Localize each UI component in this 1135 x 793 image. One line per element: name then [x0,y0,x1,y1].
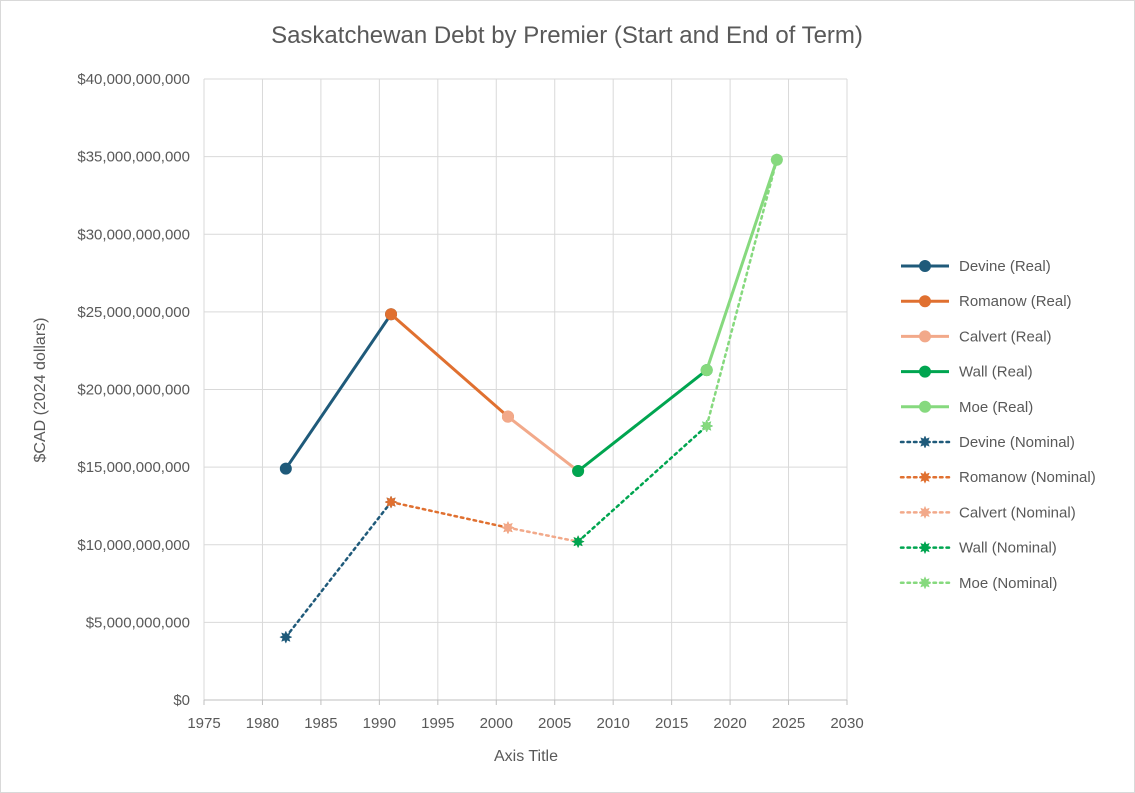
x-tick-label: 2000 [480,715,513,732]
series-layer [279,153,784,644]
chart-title: Saskatchewan Debt by Premier (Start and … [271,22,863,49]
legend-entry: Calvert (Real) [901,328,1052,345]
y-tick-label: $25,000,000,000 [77,304,190,321]
legend-entry: Romanow (Real) [901,293,1072,310]
series-romanow-nominal [384,495,515,535]
legend-entry: Devine (Nominal) [899,434,1075,451]
series-romanow-real [385,308,514,423]
legend-label: Romanow (Real) [959,293,1072,310]
legend-marker [918,540,932,555]
series-wall-real [572,364,713,478]
series-line [389,500,510,529]
legend-label: Romanow (Nominal) [959,469,1096,486]
y-tick-label: $40,000,000,000 [77,71,190,88]
data-point [385,308,398,321]
y-tick-label: $30,000,000,000 [77,226,190,243]
series-wall-nominal [571,419,714,549]
y-tick-label: $0 [173,692,190,709]
legend-entry: Calvert (Nominal) [899,504,1076,521]
x-tick-label: 1980 [246,715,279,732]
legend-marker [919,260,931,272]
series-line [577,368,708,473]
legend-label: Wall (Nominal) [959,540,1057,557]
legend-entry: Devine (Real) [901,258,1051,275]
legend-marker [918,576,932,590]
data-point [700,419,714,433]
legend-marker [919,365,931,378]
legend-label: Moe (Real) [959,399,1033,416]
legend-entry: Wall (Nominal) [899,540,1057,557]
data-point [572,465,585,478]
data-point [770,153,784,167]
x-tick-label: 2030 [830,715,863,732]
legend-marker [918,470,932,484]
legend-label: Calvert (Nominal) [959,504,1076,521]
y-axis-label: $CAD (2024 dollars) [32,318,49,463]
x-tick-label: 2015 [655,715,688,732]
legend-marker [919,295,931,308]
y-axis-ticks: $0 $5,000,000,000 $10,000,000,000 $15,000,0… [77,71,190,709]
legend-entry: Romanow (Nominal) [899,469,1096,486]
legend-entry: Moe (Nominal) [899,575,1057,592]
data-point [279,462,292,475]
data-point [700,364,713,377]
x-tick-label: 1975 [187,715,220,732]
legend-label: Wall (Real) [959,364,1033,381]
legend-label: Devine (Nominal) [959,434,1075,451]
series-line [506,526,580,543]
x-tick-label: 1985 [304,715,337,732]
series-line [284,500,393,639]
gridlines [203,78,848,705]
data-point [571,535,585,549]
legend-label: Devine (Real) [959,258,1051,275]
x-tick-label: 2010 [596,715,629,732]
legend-marker [919,330,931,343]
legend-marker [918,505,932,520]
x-tick-label: 2020 [713,715,746,732]
y-tick-label: $15,000,000,000 [77,459,190,476]
series-calvert-nominal [501,521,585,549]
legend-marker [919,400,931,413]
legend: Devine (Real) Romanow (Real) Calvert (Real… [899,258,1096,592]
x-axis-label: Axis Title [494,748,558,765]
x-tick-label: 2025 [772,715,805,732]
x-tick-label: 1995 [421,715,454,732]
data-point [279,630,293,644]
series-line [705,159,779,371]
x-tick-label: 2005 [538,715,571,732]
series-line [390,313,509,418]
data-point [501,521,515,535]
legend-entry: Moe (Real) [901,399,1033,416]
x-tick-label: 1990 [363,715,396,732]
data-point [501,410,514,423]
series-moe-nominal [700,153,784,433]
legend-label: Moe (Nominal) [959,575,1057,592]
data-point [384,495,398,509]
y-tick-label: $35,000,000,000 [77,149,190,166]
legend-marker [918,435,932,449]
y-tick-label: $20,000,000,000 [77,382,190,399]
series-line [507,415,580,473]
legend-entry: Wall (Real) [901,364,1033,381]
x-axis-ticks: 1975 1980 1985 1990 1995 2000 2005 2010 2015 2020… [187,715,863,732]
series-line [705,158,779,428]
series-line [576,424,708,543]
legend-label: Calvert (Real) [959,328,1052,345]
y-tick-label: $10,000,000,000 [77,537,190,554]
y-tick-label: $5,000,000,000 [86,614,190,631]
series-line [284,313,393,470]
